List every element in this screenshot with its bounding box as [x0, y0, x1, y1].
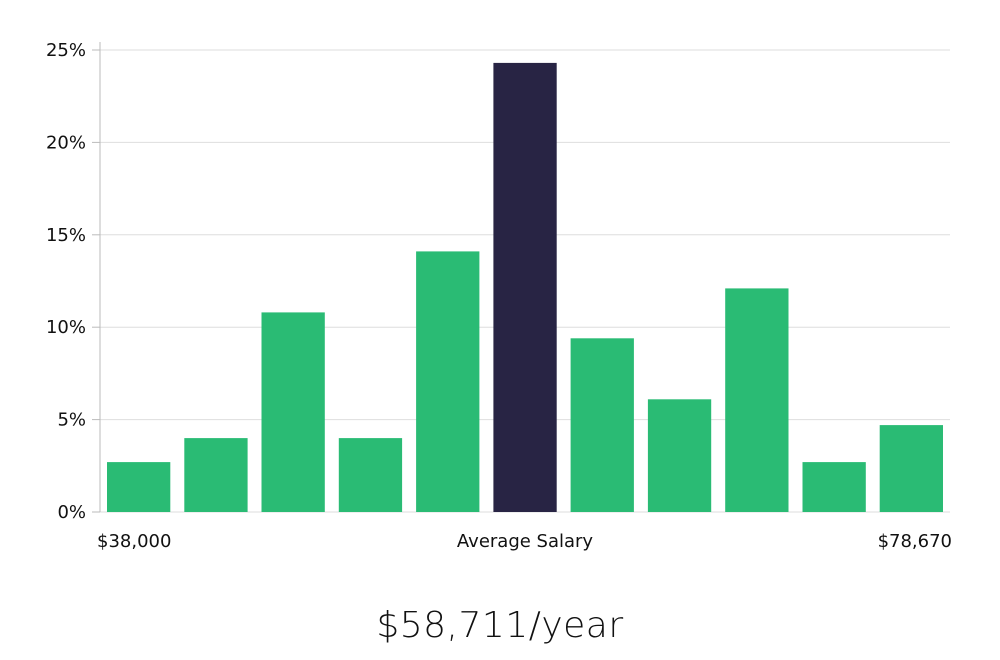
x-axis-title: Average Salary: [457, 531, 594, 552]
y-axis-ticks: 0% 5% 10% 15% 20% 25%: [46, 40, 100, 523]
bar-6: [570, 338, 634, 512]
bar-9: [802, 462, 866, 512]
bar-0: [107, 462, 171, 512]
y-tick-label-20: 20%: [46, 132, 86, 153]
bar-10: [879, 425, 943, 512]
bar-1: [184, 438, 248, 512]
salary-histogram: 0%5%10%15%20%25% $38,000 Average Salary …: [46, 40, 952, 552]
bar-2: [261, 312, 325, 512]
bar-7: [647, 399, 712, 512]
y-tick-label-5: 5%: [57, 410, 86, 431]
x-min-label: $38,000: [97, 531, 171, 552]
bar-8: [725, 288, 789, 512]
y-tick-label-15: 15%: [46, 225, 86, 246]
bar-3: [338, 438, 403, 512]
y-tick-label-25: 25%: [46, 40, 86, 61]
x-max-label: $78,670: [878, 531, 952, 552]
y-tick-label-10: 10%: [46, 317, 86, 338]
bars: [107, 62, 943, 513]
y-tick-label-0: 0%: [57, 502, 86, 523]
average-salary-headline: $58,711/year: [376, 605, 624, 646]
bar-4: [416, 251, 480, 512]
bar-highlighted-average: [493, 62, 557, 513]
